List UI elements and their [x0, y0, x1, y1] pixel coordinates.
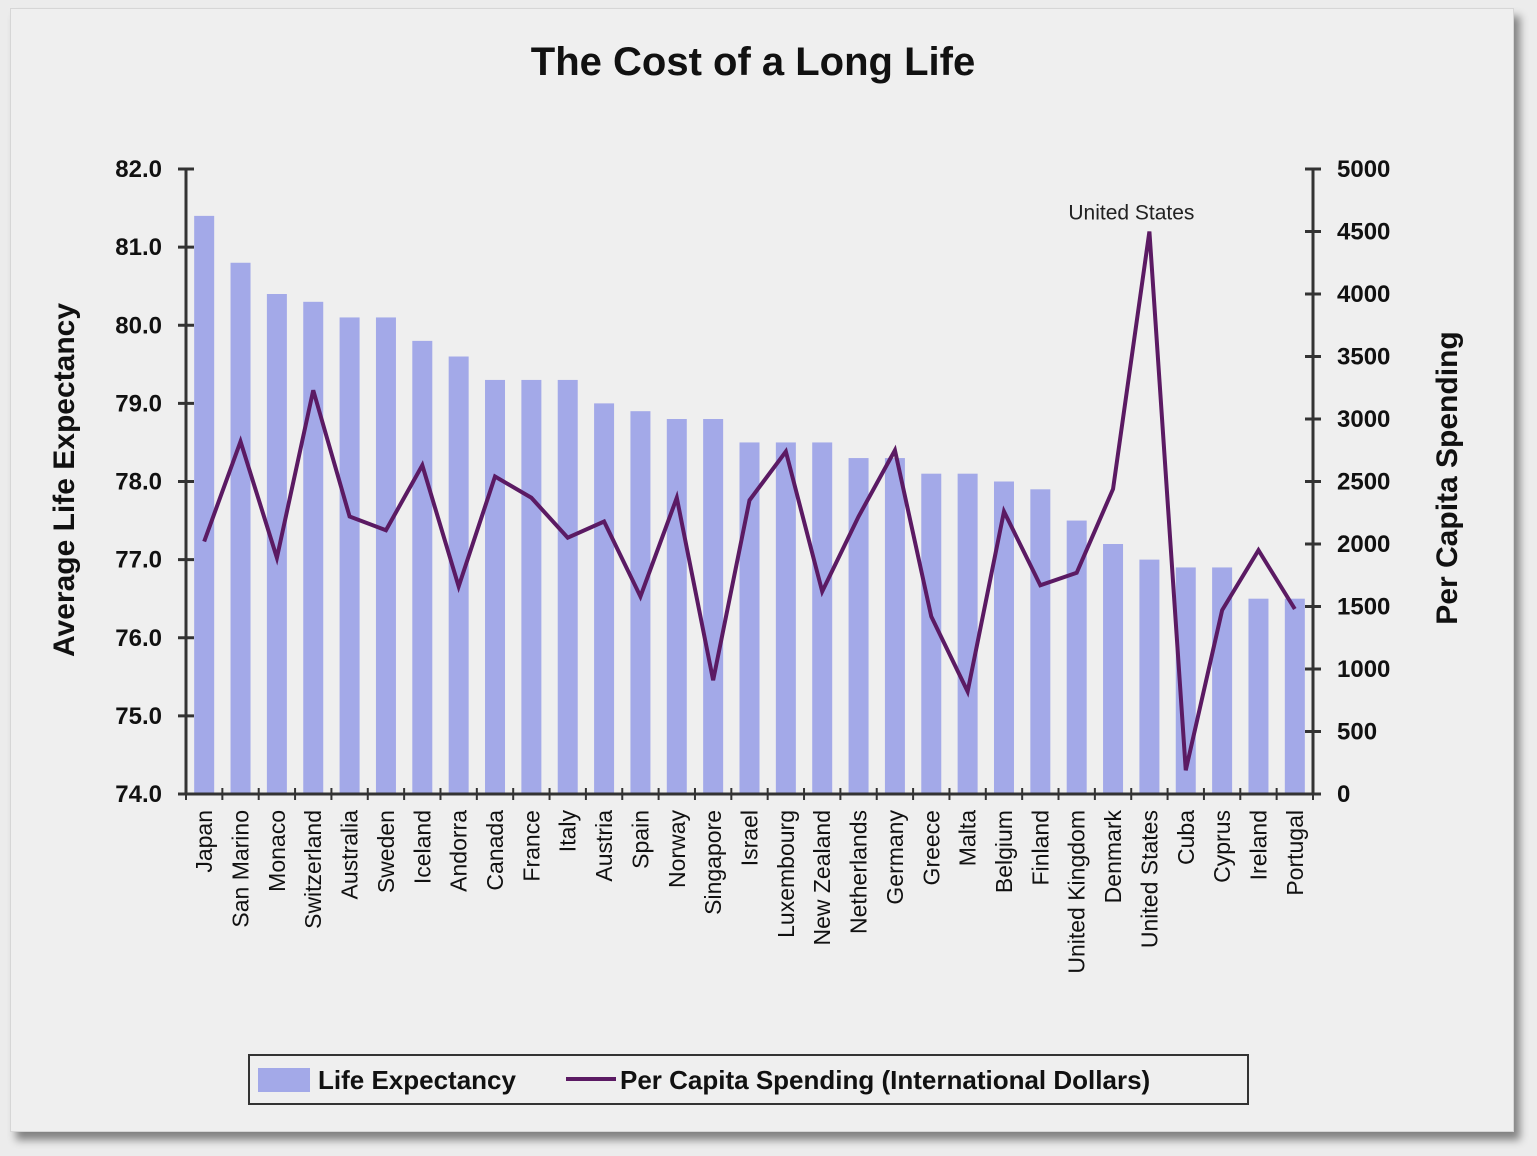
x-tick-label: Andorra	[446, 810, 472, 892]
x-tick-label: Spain	[627, 810, 653, 869]
x-tick-label: Greece	[918, 810, 944, 885]
bar-norway	[666, 419, 687, 794]
bar-ireland	[1248, 598, 1269, 794]
right-tick-label: 0	[1337, 781, 1350, 808]
legend-box	[248, 1054, 1249, 1105]
bar-france	[521, 379, 542, 794]
bar-denmark	[1103, 544, 1124, 794]
left-axis-label: Average Life Expectancy	[48, 303, 81, 657]
bar-italy	[557, 379, 578, 794]
x-tick-label: Israel	[737, 810, 763, 866]
bar-sweden	[375, 317, 396, 794]
bar-germany	[884, 458, 905, 794]
left-tick-label: 80.0	[115, 312, 162, 339]
right-tick-label: 2000	[1337, 531, 1390, 558]
x-tick-label: United States	[1136, 810, 1162, 948]
chart-frame	[10, 8, 1514, 1132]
bar-cuba	[1175, 567, 1196, 794]
bar-luxembourg	[775, 442, 796, 794]
bar-monaco	[266, 294, 287, 794]
x-tick-label: Singapore	[700, 810, 726, 915]
left-tick-label: 75.0	[115, 703, 162, 730]
x-tick-label: France	[518, 810, 544, 882]
bar-greece	[921, 473, 942, 794]
right-tick-label: 4500	[1337, 219, 1390, 246]
x-tick-label: Luxembourg	[773, 810, 799, 938]
annotation-united-states: United States	[1068, 202, 1194, 225]
x-tick-label: Malta	[955, 810, 981, 866]
x-tick-label: Sweden	[373, 810, 399, 893]
x-tick-label: Switzerland	[300, 810, 326, 929]
right-tick-label: 3000	[1337, 406, 1390, 433]
x-tick-label: Portugal	[1282, 810, 1308, 896]
bar-canada	[485, 379, 506, 794]
x-tick-label: Cuba	[1173, 810, 1199, 865]
bar-united-states	[1139, 559, 1160, 794]
legend-label-per-capita-spending: Per Capita Spending (International Dolla…	[620, 1065, 1150, 1095]
left-tick-label: 82.0	[115, 156, 162, 183]
x-tick-label: Finland	[1027, 810, 1053, 885]
x-tick-label: Iceland	[409, 810, 435, 884]
chart-title: The Cost of a Long Life	[531, 40, 975, 84]
x-tick-label: Belgium	[991, 810, 1017, 893]
x-tick-label: Norway	[664, 810, 690, 888]
x-tick-label: Ireland	[1245, 810, 1271, 880]
line-series	[202, 231, 1297, 771]
legend-swatch-life-expectancy	[258, 1068, 310, 1092]
bar-portugal	[1284, 598, 1305, 794]
x-tick-label: Austria	[591, 810, 617, 882]
x-tick-label: Japan	[191, 810, 217, 873]
x-axis: Japan San Marino Monaco Switzerland Australi…	[185, 788, 1314, 974]
x-tick-label: Canada	[482, 810, 508, 891]
bar-australia	[339, 317, 360, 794]
right-tick-label: 5000	[1337, 156, 1390, 183]
x-tick-label: United Kingdom	[1064, 810, 1090, 974]
bar-iceland	[412, 340, 433, 794]
bar-netherlands	[848, 458, 869, 794]
left-tick-label: 74.0	[115, 781, 162, 808]
left-axis: 74.0 75.0 76.0 77.0 78.0 79.0 80.0 81.0 82.0	[115, 156, 194, 808]
right-tick-label: 500	[1337, 719, 1377, 746]
bar-belgium	[993, 481, 1014, 794]
legend: Life Expectancy Per Capita Spending (Int…	[248, 1054, 1249, 1105]
x-tick-label: Netherlands	[846, 810, 872, 934]
left-tick-label: 81.0	[115, 234, 162, 261]
bar-austria	[594, 403, 615, 794]
x-tick-label: Denmark	[1100, 810, 1126, 904]
right-tick-label: 3500	[1337, 344, 1390, 371]
bar-finland	[1030, 489, 1051, 794]
right-axis: 0 500 1000 1500 2000 2500 3000 3500 4000 4500 5000	[1305, 156, 1390, 808]
bar-israel	[739, 442, 760, 794]
bar-singapore	[703, 419, 724, 794]
x-tick-label: Monaco	[264, 810, 290, 892]
right-axis-label: Per Capita Spending	[1431, 331, 1464, 624]
right-tick-label: 1000	[1337, 656, 1390, 683]
bar-malta	[957, 473, 978, 794]
x-tick-label: Italy	[555, 810, 581, 853]
bar-andorra	[448, 356, 469, 794]
bar-japan	[194, 215, 215, 794]
left-tick-label: 77.0	[115, 547, 162, 574]
bar-spain	[630, 411, 651, 794]
left-tick-label: 76.0	[115, 625, 162, 652]
bar-series	[194, 215, 1305, 794]
x-tick-label: Australia	[337, 810, 363, 900]
bar-united-kingdom	[1066, 520, 1087, 794]
left-tick-label: 79.0	[115, 390, 162, 417]
bar-new-zealand	[812, 442, 833, 794]
x-tick-label: New Zealand	[809, 810, 835, 946]
x-tick-label: Germany	[882, 810, 908, 905]
bar-san-marino	[230, 262, 251, 794]
x-tick-label: San Marino	[228, 810, 254, 928]
right-tick-label: 1500	[1337, 594, 1390, 621]
legend-label-life-expectancy: Life Expectancy	[318, 1065, 517, 1095]
bar-switzerland	[303, 301, 324, 794]
left-tick-label: 78.0	[115, 469, 162, 496]
right-tick-label: 2500	[1337, 469, 1390, 496]
right-tick-label: 4000	[1337, 281, 1390, 308]
x-tick-label: Cyprus	[1209, 810, 1235, 883]
